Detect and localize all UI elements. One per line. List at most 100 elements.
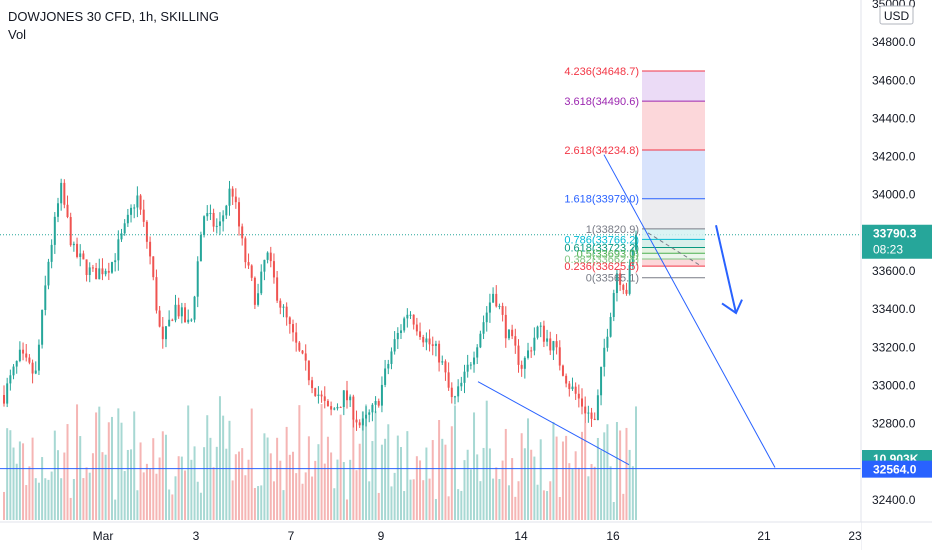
volume-bar: [495, 467, 498, 520]
candle-body: [276, 277, 279, 301]
volume-bar: [523, 448, 526, 520]
fib-extension[interactable]: 4.236(34648.7) 3.618(34490.6) 2.618(34234.…: [564, 66, 705, 285]
candle-body: [304, 353, 307, 361]
candle-body: [95, 268, 98, 280]
volume-bar: [301, 483, 304, 520]
volume-bar: [266, 437, 269, 520]
currency-badge[interactable]: [879, 5, 914, 25]
candle-body: [527, 350, 530, 358]
volume-bar: [622, 493, 625, 520]
volume-bar: [184, 470, 187, 520]
volume-bar: [193, 446, 196, 520]
volume-bar: [142, 472, 145, 520]
volume-bar: [95, 412, 98, 520]
candle-body: [485, 312, 488, 323]
volume-bar: [263, 433, 266, 520]
candle-body: [56, 203, 59, 217]
volume-bar: [114, 499, 117, 520]
candle-body: [72, 243, 75, 246]
volume-bar: [355, 470, 358, 520]
candle-body: [628, 265, 631, 294]
candle-body: [282, 306, 285, 308]
candle-body: [612, 293, 615, 318]
candle-body: [330, 406, 333, 410]
candle-body: [536, 326, 539, 338]
candle-body: [247, 262, 250, 266]
volume-bar: [199, 492, 202, 520]
time-tick-label: 23: [848, 529, 862, 543]
volume-bar: [336, 459, 339, 520]
volume-bar: [41, 457, 44, 520]
candle-body: [155, 277, 158, 311]
candle-body: [130, 207, 133, 215]
candle-body: [311, 380, 314, 389]
candle-body: [82, 253, 85, 260]
descending-trendline[interactable]: [603, 154, 776, 468]
candle-body: [377, 401, 380, 406]
candle-body: [609, 317, 612, 337]
volume-bar: [615, 422, 618, 520]
volume-bar: [247, 459, 250, 520]
candle-body: [488, 302, 491, 313]
candle-body: [441, 361, 444, 363]
time-tick-label: 3: [193, 529, 200, 543]
candle-body: [384, 368, 387, 385]
candle-body: [342, 390, 345, 408]
price-tick-label: 34000.0: [872, 188, 916, 202]
volume-bar: [285, 426, 288, 520]
volume-bar: [584, 423, 587, 520]
candle-body: [450, 387, 453, 398]
price-tick-label: 32800.0: [872, 417, 916, 431]
volume-bar: [358, 443, 361, 520]
forecast-arrow[interactable]: [715, 225, 743, 315]
volume-bar: [457, 489, 460, 520]
volume-bar: [546, 491, 549, 520]
volume-bar: [180, 456, 183, 520]
candle-body: [101, 268, 104, 275]
time-axis-panel[interactable]: [0, 522, 861, 550]
candle-body: [3, 395, 5, 404]
volume-bar: [292, 451, 295, 520]
candle-body: [492, 293, 495, 303]
volume-bar: [482, 447, 485, 520]
price-tick-label: 34200.0: [872, 150, 916, 164]
candle-body: [600, 366, 603, 396]
volume-bar: [463, 460, 466, 520]
volume-bar: [438, 420, 441, 520]
volume-bar: [317, 444, 320, 520]
time-axis-labels: Mar 3 7 9 14 16 21 23: [93, 529, 862, 543]
forecast-arrow-shaft[interactable]: [715, 225, 737, 314]
time-tick-label: 9: [378, 529, 385, 543]
volume-bar: [279, 460, 282, 520]
volume-bar: [511, 458, 514, 520]
volume-bar: [269, 453, 272, 520]
candle-body: [415, 324, 418, 332]
lower-trendline[interactable]: [477, 381, 630, 466]
candle-body: [250, 265, 253, 278]
volume-bar: [488, 448, 491, 520]
candle-body: [555, 341, 558, 348]
volume-legend-label: Vol: [8, 27, 27, 42]
volume-bar: [152, 438, 155, 520]
candle-body: [184, 307, 187, 323]
candle-body: [565, 375, 568, 384]
volume-bar: [469, 469, 472, 520]
fib-level-label: 0.618(33723.2): [564, 243, 639, 255]
candle-body: [469, 364, 472, 366]
fib-zone: [642, 198, 705, 229]
candle-body: [323, 396, 326, 401]
volume-bar: [571, 468, 574, 520]
volume-bar: [323, 463, 326, 520]
price-tick-label: 32400.0: [872, 493, 916, 507]
volume-bar: [460, 490, 463, 520]
candle-body: [260, 271, 263, 294]
forecast-arrow-head[interactable]: [721, 299, 743, 315]
volume-bar: [520, 433, 523, 520]
volume-bar: [145, 463, 148, 520]
price-tick-label: 33600.0: [872, 264, 916, 278]
candle-body: [266, 252, 269, 260]
candle-body: [257, 293, 260, 305]
candle-body: [444, 361, 447, 373]
volume-bar: [60, 478, 63, 520]
